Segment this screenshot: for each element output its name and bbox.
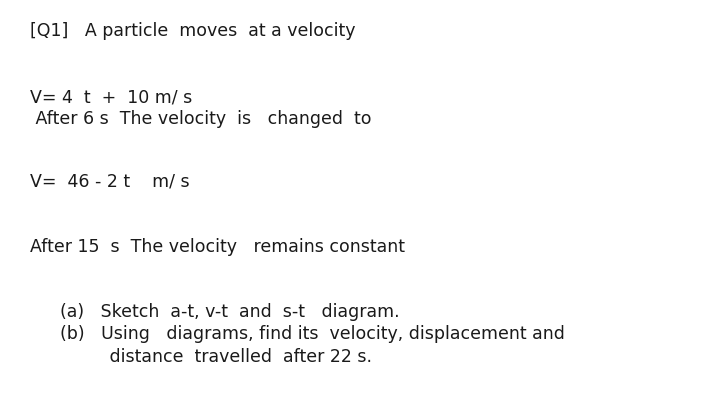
- Text: [Q1]   A particle  moves  at a velocity: [Q1] A particle moves at a velocity: [30, 22, 356, 40]
- Text: (a)   Sketch  a-t, v-t  and  s-t   diagram.: (a) Sketch a-t, v-t and s-t diagram.: [60, 302, 400, 320]
- Text: V= 4  t  +  10 m/ s: V= 4 t + 10 m/ s: [30, 88, 192, 106]
- Text: (b)   Using   diagrams, find its  velocity, displacement and: (b) Using diagrams, find its velocity, d…: [60, 324, 565, 342]
- Text: distance  travelled  after 22 s.: distance travelled after 22 s.: [60, 347, 372, 365]
- Text: After 15  s  The velocity   remains constant: After 15 s The velocity remains constant: [30, 237, 405, 255]
- Text: After 6 s  The velocity  is   changed  to: After 6 s The velocity is changed to: [30, 110, 372, 128]
- Text: V=  46 - 2 t    m/ s: V= 46 - 2 t m/ s: [30, 172, 189, 190]
